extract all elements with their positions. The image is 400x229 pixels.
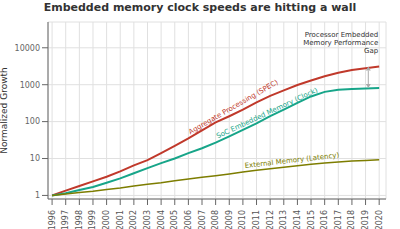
- svg-text:1998: 1998: [75, 210, 84, 229]
- svg-text:2003: 2003: [143, 210, 152, 229]
- svg-text:1999: 1999: [88, 210, 97, 229]
- svg-text:External Memory (Latency): External Memory (Latency): [244, 151, 340, 170]
- svg-text:2013: 2013: [279, 210, 288, 229]
- svg-text:2019: 2019: [361, 210, 370, 229]
- svg-text:2016: 2016: [320, 210, 329, 229]
- svg-text:2004: 2004: [157, 210, 166, 229]
- svg-text:100: 100: [25, 117, 40, 126]
- svg-text:2011: 2011: [252, 210, 261, 229]
- svg-text:2002: 2002: [129, 210, 138, 229]
- svg-text:10: 10: [30, 154, 40, 163]
- svg-text:1: 1: [35, 191, 40, 200]
- svg-text:2010: 2010: [238, 210, 247, 229]
- svg-text:2020: 2020: [375, 210, 384, 229]
- svg-text:2017: 2017: [334, 210, 343, 229]
- svg-text:SoC Embedded Memory (Clock): SoC Embedded Memory (Clock): [215, 86, 319, 140]
- svg-text:2009: 2009: [225, 210, 234, 229]
- svg-text:2015: 2015: [307, 210, 316, 229]
- svg-text:1000: 1000: [20, 81, 40, 90]
- svg-text:Processor EmbeddedMemory Perfo: Processor EmbeddedMemory PerformanceGap: [303, 31, 379, 55]
- svg-text:Aggregate Processing (SPEC): Aggregate Processing (SPEC): [187, 78, 280, 137]
- svg-text:10000: 10000: [15, 44, 40, 53]
- svg-text:2014: 2014: [293, 210, 302, 229]
- html-text:Embedded memory clock speeds a: Embedded memory clock speeds are hitting…: [43, 1, 357, 14]
- svg-text:1996: 1996: [48, 210, 57, 229]
- svg-text:2000: 2000: [102, 210, 111, 229]
- svg-text:2008: 2008: [211, 210, 220, 229]
- svg-text:2012: 2012: [266, 210, 275, 229]
- svg-text:Normalized Growth: Normalized Growth: [8, 67, 9, 153]
- svg-text:2001: 2001: [116, 210, 125, 229]
- svg-text:2007: 2007: [198, 210, 207, 229]
- svg-text:2006: 2006: [184, 210, 193, 229]
- svg-text:2018: 2018: [347, 210, 356, 229]
- svg-text:1997: 1997: [61, 210, 70, 229]
- svg-text:2005: 2005: [170, 210, 179, 229]
